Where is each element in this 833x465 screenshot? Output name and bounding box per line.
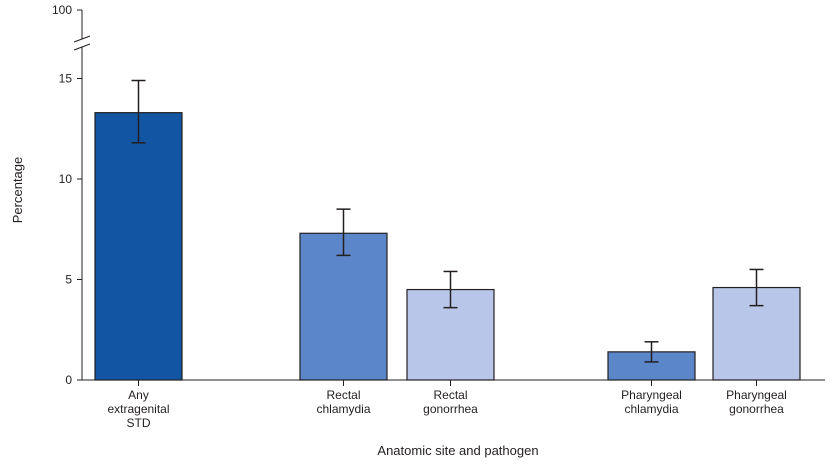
x-tick-label-line: Pharyngeal [621,388,682,402]
y-tick-label: 10 [59,172,73,186]
x-tick-label: Rectal gonorrhea [423,388,478,416]
x-tick-label-line: Any [128,388,149,402]
x-tick-label-line: Rectal [326,388,360,402]
x-tick-label-line: gonorrhea [729,402,784,416]
y-tick-label: 100 [52,3,72,17]
x-tick-label-line: extragenital [107,402,169,416]
x-tick-label-line: Rectal [433,388,467,402]
x-tick-label-line: STD [127,416,151,430]
x-tick-label-line: gonorrhea [423,402,478,416]
bar [299,232,388,381]
x-tick-label-line: chlamydia [624,402,678,416]
axis-break-gap [78,39,86,47]
x-tick-label: Any extragenital STD [107,388,169,430]
y-axis-title: Percentage [10,157,25,224]
y-tick-label: 15 [59,72,73,86]
x-tick-label-line: Pharyngeal [726,388,787,402]
chart-bars [94,79,801,381]
bar [94,112,183,381]
axis-break-mark-top [73,35,91,43]
x-tick-label: Rectal chlamydia [316,388,370,416]
x-tick-label-line: chlamydia [316,402,370,416]
y-tick-label: 0 [65,373,72,387]
axis-break-mark-bottom [73,43,91,51]
x-tick-label: Pharyngeal chlamydia [621,388,682,416]
y-tick-label: 5 [65,273,72,287]
x-axis-title: Anatomic site and pathogen [377,443,538,458]
x-tick-label: Pharyngeal gonorrhea [726,388,787,416]
